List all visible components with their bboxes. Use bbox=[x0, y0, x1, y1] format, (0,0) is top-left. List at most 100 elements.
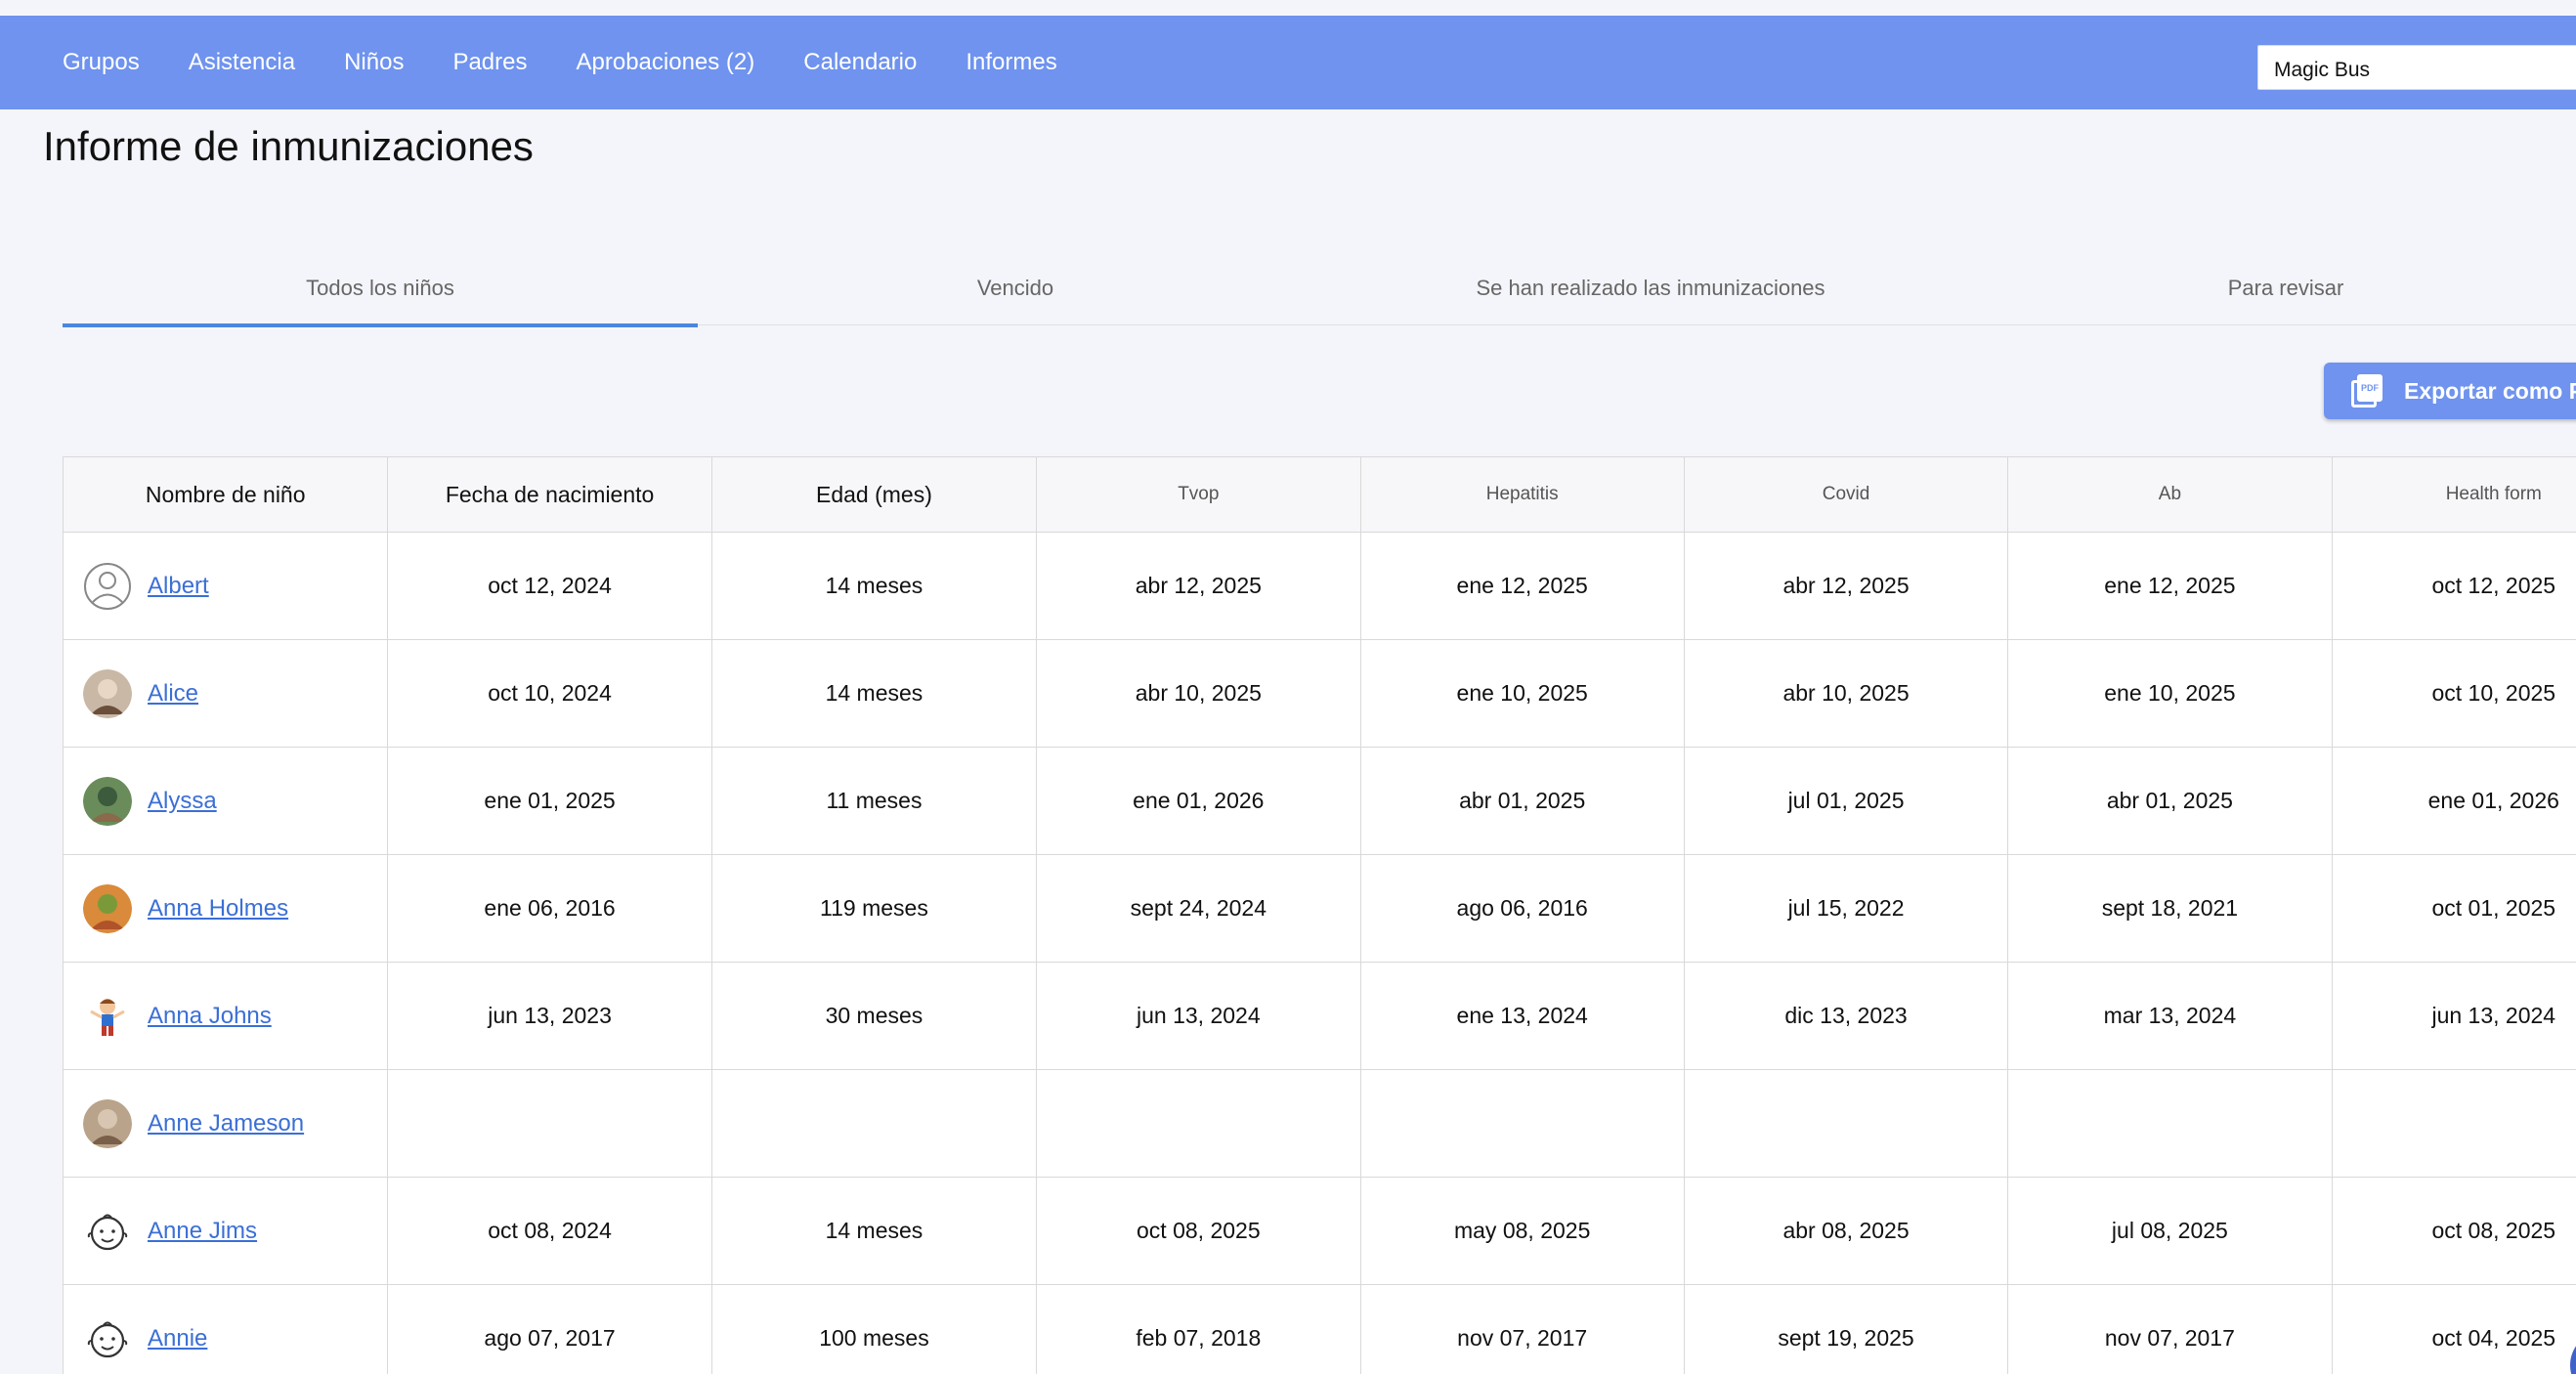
header-immunization-tvop[interactable]: Tvop bbox=[1036, 456, 1361, 533]
birth-date-cell: jun 13, 2023 bbox=[387, 962, 712, 1070]
immunization-cell[interactable] bbox=[1359, 1069, 1685, 1178]
immunization-cell[interactable]: ene 12, 2025 bbox=[1359, 532, 1685, 640]
child-avatar bbox=[83, 1098, 132, 1148]
immunization-cell[interactable]: jun 13, 2024 bbox=[2331, 962, 2576, 1070]
nav-menu: Grupos Asistencia Niños Padres Aprobaciones … bbox=[63, 16, 1106, 109]
tab-all-children[interactable]: Todos los niños bbox=[63, 250, 698, 327]
immunization-cell[interactable]: nov 07, 2017 bbox=[1359, 1284, 1685, 1374]
child-name-link[interactable]: Anna Johns bbox=[148, 1002, 272, 1029]
child-name-link[interactable]: Albert bbox=[148, 572, 209, 599]
header-immunization-ab[interactable]: Ab bbox=[2007, 456, 2333, 533]
nav-item[interactable]: Informes bbox=[966, 49, 1057, 75]
nav-item[interactable]: Calendario bbox=[803, 49, 918, 75]
child-name-cell: Anna Johns bbox=[62, 962, 389, 1070]
child-name-link[interactable]: Anna Holmes bbox=[148, 894, 289, 922]
immunization-cell[interactable] bbox=[1036, 1069, 1361, 1178]
table-row: Anne Jims oct 08, 2024 14 meses oct 08, 202… bbox=[62, 1177, 2576, 1285]
header-age[interactable]: Edad (mes) bbox=[710, 456, 1038, 533]
baby-face-icon bbox=[83, 1314, 132, 1363]
child-name-cell: Annie bbox=[62, 1284, 389, 1374]
immunization-cell[interactable]: oct 08, 2025 bbox=[1036, 1177, 1361, 1285]
nav-item[interactable]: Niños bbox=[344, 49, 405, 75]
immunization-cell[interactable]: may 08, 2025 bbox=[1359, 1177, 1685, 1285]
immunization-cell[interactable]: ago 06, 2016 bbox=[1359, 854, 1685, 963]
immunization-cell[interactable]: abr 08, 2025 bbox=[1683, 1177, 2009, 1285]
immunization-cell[interactable]: jun 13, 2024 bbox=[1036, 962, 1361, 1070]
child-avatar bbox=[83, 883, 132, 933]
table-row: Albert oct 12, 2024 14 meses abr 12, 2025 en… bbox=[62, 532, 2576, 640]
immunization-cell[interactable]: dic 13, 2023 bbox=[1683, 962, 2009, 1070]
chat-support-button[interactable] bbox=[2570, 1331, 2576, 1374]
child-name-cell: Anne Jameson bbox=[62, 1069, 389, 1178]
tab-overdue[interactable]: Vencido bbox=[976, 275, 1054, 300]
immunization-cell[interactable]: oct 08, 2025 bbox=[2331, 1177, 2576, 1285]
immunization-cell[interactable] bbox=[2331, 1069, 2576, 1178]
immunization-cell[interactable]: jul 01, 2025 bbox=[1683, 747, 2009, 855]
age-cell: 11 meses bbox=[710, 747, 1038, 855]
immunization-cell[interactable]: jul 08, 2025 bbox=[2007, 1177, 2333, 1285]
nav-item[interactable]: Aprobaciones (2) bbox=[576, 49, 755, 75]
child-name-link[interactable]: Annie bbox=[148, 1324, 208, 1352]
age-cell: 14 meses bbox=[710, 639, 1038, 748]
header-immunization-hepatitis[interactable]: Hepatitis bbox=[1359, 456, 1685, 533]
immunization-cell[interactable]: ene 12, 2025 bbox=[2007, 532, 2333, 640]
child-avatar bbox=[83, 668, 132, 718]
export-pdf-button[interactable]: PDF Exportar como PDF bbox=[2324, 363, 2576, 419]
table-row: Anna Johns jun 13, 2023 30 meses jun 13, 20… bbox=[62, 962, 2576, 1070]
header-child-name[interactable]: Nombre de niño bbox=[62, 456, 389, 533]
child-name-link[interactable]: Alice bbox=[148, 679, 199, 707]
immunization-cell[interactable]: feb 07, 2018 bbox=[1036, 1284, 1361, 1374]
immunization-cell[interactable]: oct 12, 2025 bbox=[2331, 532, 2576, 640]
table-row: Annie ago 07, 2017 100 meses feb 07, 2018 no… bbox=[62, 1284, 2576, 1374]
table-row: Anna Holmes ene 06, 2016 119 meses sept 24,… bbox=[62, 854, 2576, 963]
header-immunization-health-form[interactable]: Health form bbox=[2331, 456, 2576, 533]
immunization-cell[interactable]: sept 19, 2025 bbox=[1683, 1284, 2009, 1374]
header-immunization-covid[interactable]: Covid bbox=[1683, 456, 2009, 533]
child-name-link[interactable]: Anne Jameson bbox=[148, 1109, 305, 1137]
immunization-cell[interactable]: nov 07, 2017 bbox=[2007, 1284, 2333, 1374]
birth-date-cell: ene 01, 2025 bbox=[387, 747, 712, 855]
page-title: Informe de inmunizaciones bbox=[43, 123, 534, 169]
immunization-cell[interactable]: jul 15, 2022 bbox=[1683, 854, 2009, 963]
child-name-cell: Albert bbox=[62, 532, 389, 640]
org-selector[interactable]: Magic Bus bbox=[2257, 45, 2576, 90]
immunization-cell[interactable]: abr 12, 2025 bbox=[1683, 532, 2009, 640]
birth-date-cell: ago 07, 2017 bbox=[387, 1284, 712, 1374]
nav-item[interactable]: Grupos bbox=[63, 49, 140, 75]
child-name-cell: Alice bbox=[62, 639, 389, 748]
child-name-link[interactable]: Anne Jims bbox=[148, 1217, 258, 1244]
tab-done[interactable]: Se han realizado las inmunizaciones bbox=[1476, 275, 1825, 300]
immunization-cell[interactable]: oct 10, 2025 bbox=[2331, 639, 2576, 748]
age-cell: 30 meses bbox=[710, 962, 1038, 1070]
pdf-icon: PDF bbox=[2351, 374, 2383, 408]
immunization-cell[interactable]: sept 24, 2024 bbox=[1036, 854, 1361, 963]
immunization-cell[interactable] bbox=[2007, 1069, 2333, 1178]
child-avatar bbox=[83, 776, 132, 826]
immunization-cell[interactable]: ene 10, 2025 bbox=[1359, 639, 1685, 748]
table-row: Alice oct 10, 2024 14 meses abr 10, 2025 ene… bbox=[62, 639, 2576, 748]
immunization-cell[interactable]: ene 01, 2026 bbox=[1036, 747, 1361, 855]
immunization-cell[interactable]: ene 13, 2024 bbox=[1359, 962, 1685, 1070]
table-row: Anne Jameson bbox=[62, 1069, 2576, 1178]
immunization-cell[interactable]: ene 01, 2026 bbox=[2331, 747, 2576, 855]
immunization-cell[interactable]: abr 01, 2025 bbox=[2007, 747, 2333, 855]
header-birth-date[interactable]: Fecha de nacimiento bbox=[387, 456, 712, 533]
immunization-cell[interactable]: sept 18, 2021 bbox=[2007, 854, 2333, 963]
nav-item[interactable]: Asistencia bbox=[188, 49, 296, 75]
immunization-cell[interactable]: abr 01, 2025 bbox=[1359, 747, 1685, 855]
age-cell: 119 meses bbox=[710, 854, 1038, 963]
immunization-cell[interactable]: oct 01, 2025 bbox=[2331, 854, 2576, 963]
immunization-cell[interactable]: abr 12, 2025 bbox=[1036, 532, 1361, 640]
immunization-cell[interactable]: ene 10, 2025 bbox=[2007, 639, 2333, 748]
top-strip bbox=[0, 0, 2576, 16]
tab-to-review[interactable]: Para revisar bbox=[2227, 275, 2344, 300]
child-name-link[interactable]: Alyssa bbox=[148, 787, 217, 814]
immunization-cell[interactable]: oct 04, 2025 bbox=[2331, 1284, 2576, 1374]
age-cell: 14 meses bbox=[710, 532, 1038, 640]
age-cell: 100 meses bbox=[710, 1284, 1038, 1374]
immunization-cell[interactable]: mar 13, 2024 bbox=[2007, 962, 2333, 1070]
immunization-cell[interactable]: abr 10, 2025 bbox=[1036, 639, 1361, 748]
immunization-cell[interactable] bbox=[1683, 1069, 2009, 1178]
immunization-cell[interactable]: abr 10, 2025 bbox=[1683, 639, 2009, 748]
nav-item[interactable]: Padres bbox=[452, 49, 528, 75]
